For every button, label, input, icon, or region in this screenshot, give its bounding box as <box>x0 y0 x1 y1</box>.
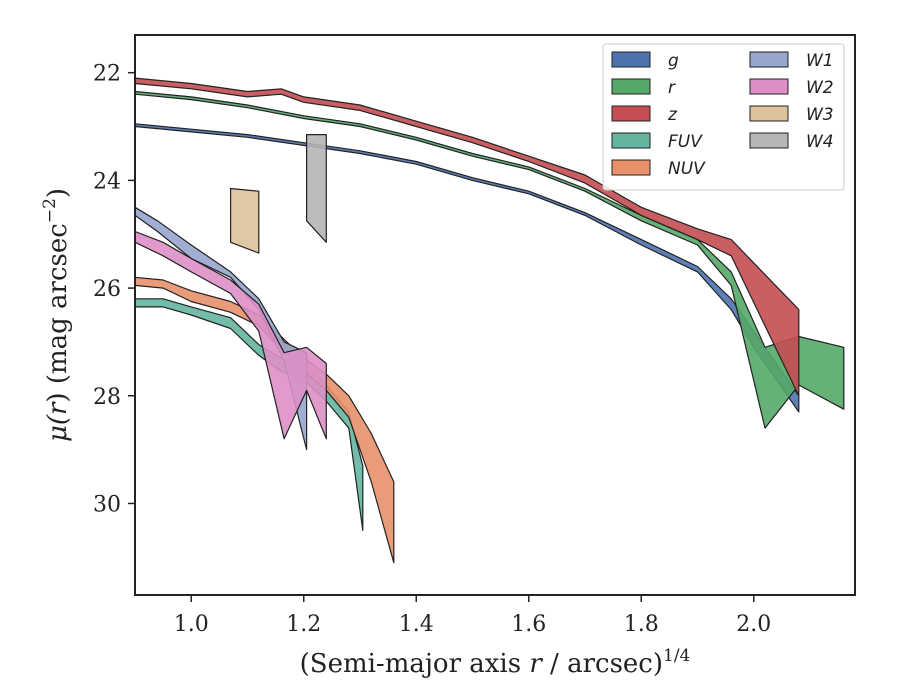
legend-label-g: g <box>668 51 679 71</box>
x-tick-label: 1.4 <box>399 612 434 637</box>
y-tick-label: 26 <box>93 277 121 302</box>
x-tick-label: 2.0 <box>736 612 771 637</box>
legend-label-fuv: FUV <box>668 132 703 152</box>
y-tick-label: 28 <box>93 385 121 410</box>
y-axis-ticks: 22 24 26 28 30 <box>93 62 135 517</box>
y-tick-label: 24 <box>93 169 121 194</box>
x-tick-label: 1.2 <box>286 612 321 637</box>
band-fuv <box>134 298 364 532</box>
legend-swatch-nuv <box>611 159 651 176</box>
band-w4 <box>306 134 327 243</box>
legend-label-r: r <box>668 78 676 98</box>
band-z <box>134 77 800 397</box>
legend-swatch-w3 <box>749 105 789 122</box>
legend-swatch-z <box>611 105 651 122</box>
x-axis-ticks: 1.0 1.2 1.4 1.6 1.8 2.0 <box>174 595 771 637</box>
legend: grz FUV NUV W1 W2 W3 W4 <box>602 43 845 191</box>
legend-swatch-g <box>611 51 651 68</box>
x-tick-label: 1.8 <box>624 612 659 637</box>
band-w2 <box>134 230 327 440</box>
x-tick-label: 1.6 <box>511 612 546 637</box>
plot-frame <box>134 34 856 596</box>
legend-label-w3: W3 <box>806 105 834 125</box>
y-tick-label: 30 <box>93 492 121 517</box>
legend-label-w1: W1 <box>806 51 834 71</box>
legend-label-w2: W2 <box>806 78 834 98</box>
legend-swatch-r <box>611 78 651 95</box>
legend-swatch-w2 <box>749 78 789 95</box>
band-r <box>134 90 845 429</box>
y-tick-label: 22 <box>93 62 121 87</box>
legend-swatch-w1 <box>749 51 789 68</box>
series-bands <box>134 77 845 564</box>
x-tick-label: 1.0 <box>174 612 209 637</box>
legend-swatch-fuv <box>611 132 651 149</box>
band-w3 <box>230 187 260 254</box>
legend-label-z: z <box>667 105 678 125</box>
x-axis-title: (Semi-major axis r / arcsec)1/4 <box>300 646 691 679</box>
legend-label-nuv: NUV <box>668 159 706 179</box>
y-axis-title: μ(r) (mag arcsec−2) <box>40 188 73 442</box>
legend-swatch-w4 <box>749 132 789 149</box>
legend-label-w4: W4 <box>806 132 834 152</box>
band-w1 <box>134 206 308 451</box>
band-g <box>134 123 800 413</box>
